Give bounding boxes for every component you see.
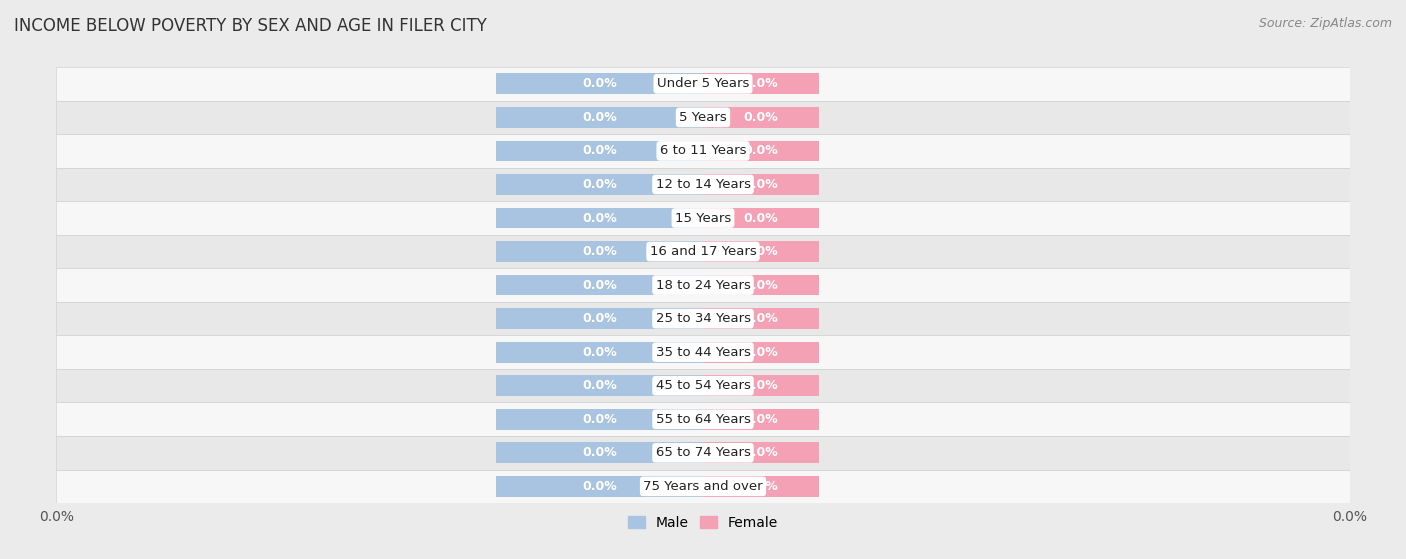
Text: 0.0%: 0.0% bbox=[744, 278, 779, 292]
Bar bbox=[703, 174, 820, 195]
Bar bbox=[496, 207, 703, 229]
Bar bbox=[496, 73, 703, 94]
Text: 5 Years: 5 Years bbox=[679, 111, 727, 124]
Text: 55 to 64 Years: 55 to 64 Years bbox=[655, 413, 751, 426]
Text: 35 to 44 Years: 35 to 44 Years bbox=[655, 345, 751, 359]
Text: 0.0%: 0.0% bbox=[582, 77, 617, 91]
Bar bbox=[56, 268, 1350, 302]
Text: INCOME BELOW POVERTY BY SEX AND AGE IN FILER CITY: INCOME BELOW POVERTY BY SEX AND AGE IN F… bbox=[14, 17, 486, 35]
Text: 0.0%: 0.0% bbox=[582, 111, 617, 124]
Bar bbox=[703, 207, 820, 229]
Bar bbox=[496, 174, 703, 195]
Bar bbox=[703, 442, 820, 463]
Bar bbox=[56, 369, 1350, 402]
Text: 0.0%: 0.0% bbox=[744, 178, 779, 191]
Bar bbox=[703, 375, 820, 396]
Bar bbox=[703, 140, 820, 162]
Text: 0.0%: 0.0% bbox=[744, 77, 779, 91]
Text: 0.0%: 0.0% bbox=[744, 345, 779, 359]
Text: 0.0%: 0.0% bbox=[582, 245, 617, 258]
Bar bbox=[56, 67, 1350, 101]
Legend: Male, Female: Male, Female bbox=[623, 510, 783, 536]
Bar bbox=[703, 342, 820, 363]
Bar bbox=[496, 308, 703, 329]
Text: 25 to 34 Years: 25 to 34 Years bbox=[655, 312, 751, 325]
Text: 0.0%: 0.0% bbox=[744, 144, 779, 158]
Text: 0.0%: 0.0% bbox=[582, 413, 617, 426]
Bar bbox=[496, 140, 703, 162]
Text: 0.0%: 0.0% bbox=[744, 111, 779, 124]
Bar bbox=[496, 274, 703, 296]
Bar bbox=[496, 442, 703, 463]
Bar bbox=[56, 402, 1350, 436]
Bar bbox=[496, 241, 703, 262]
Bar bbox=[56, 168, 1350, 201]
Text: 0.0%: 0.0% bbox=[744, 211, 779, 225]
Text: 0.0%: 0.0% bbox=[744, 379, 779, 392]
Bar bbox=[703, 409, 820, 430]
Text: 0.0%: 0.0% bbox=[582, 144, 617, 158]
Bar bbox=[703, 308, 820, 329]
Bar bbox=[496, 375, 703, 396]
Bar bbox=[703, 274, 820, 296]
Bar bbox=[56, 436, 1350, 470]
Bar bbox=[56, 335, 1350, 369]
Text: 75 Years and over: 75 Years and over bbox=[643, 480, 763, 493]
Text: 0.0%: 0.0% bbox=[582, 480, 617, 493]
Text: 0.0%: 0.0% bbox=[744, 245, 779, 258]
Bar bbox=[496, 476, 703, 497]
Bar bbox=[56, 302, 1350, 335]
Text: 0.0%: 0.0% bbox=[744, 413, 779, 426]
Bar bbox=[56, 134, 1350, 168]
Text: 0.0%: 0.0% bbox=[744, 312, 779, 325]
Bar bbox=[703, 476, 820, 497]
Bar bbox=[56, 470, 1350, 503]
Bar bbox=[56, 201, 1350, 235]
Text: 16 and 17 Years: 16 and 17 Years bbox=[650, 245, 756, 258]
Text: 0.0%: 0.0% bbox=[582, 379, 617, 392]
Bar bbox=[703, 73, 820, 94]
Text: 0.0%: 0.0% bbox=[582, 278, 617, 292]
Text: 0.0%: 0.0% bbox=[582, 312, 617, 325]
Text: 0.0%: 0.0% bbox=[582, 211, 617, 225]
Bar bbox=[496, 409, 703, 430]
Text: 6 to 11 Years: 6 to 11 Years bbox=[659, 144, 747, 158]
Text: 15 Years: 15 Years bbox=[675, 211, 731, 225]
Text: 0.0%: 0.0% bbox=[582, 345, 617, 359]
Text: 18 to 24 Years: 18 to 24 Years bbox=[655, 278, 751, 292]
Bar bbox=[56, 101, 1350, 134]
Text: 12 to 14 Years: 12 to 14 Years bbox=[655, 178, 751, 191]
Bar bbox=[496, 107, 703, 128]
Bar bbox=[703, 107, 820, 128]
Text: 0.0%: 0.0% bbox=[582, 178, 617, 191]
Bar bbox=[56, 235, 1350, 268]
Text: Source: ZipAtlas.com: Source: ZipAtlas.com bbox=[1258, 17, 1392, 30]
Text: 65 to 74 Years: 65 to 74 Years bbox=[655, 446, 751, 459]
Bar bbox=[496, 342, 703, 363]
Text: 0.0%: 0.0% bbox=[744, 446, 779, 459]
Text: Under 5 Years: Under 5 Years bbox=[657, 77, 749, 91]
Bar bbox=[703, 241, 820, 262]
Text: 0.0%: 0.0% bbox=[582, 446, 617, 459]
Text: 0.0%: 0.0% bbox=[744, 480, 779, 493]
Text: 45 to 54 Years: 45 to 54 Years bbox=[655, 379, 751, 392]
